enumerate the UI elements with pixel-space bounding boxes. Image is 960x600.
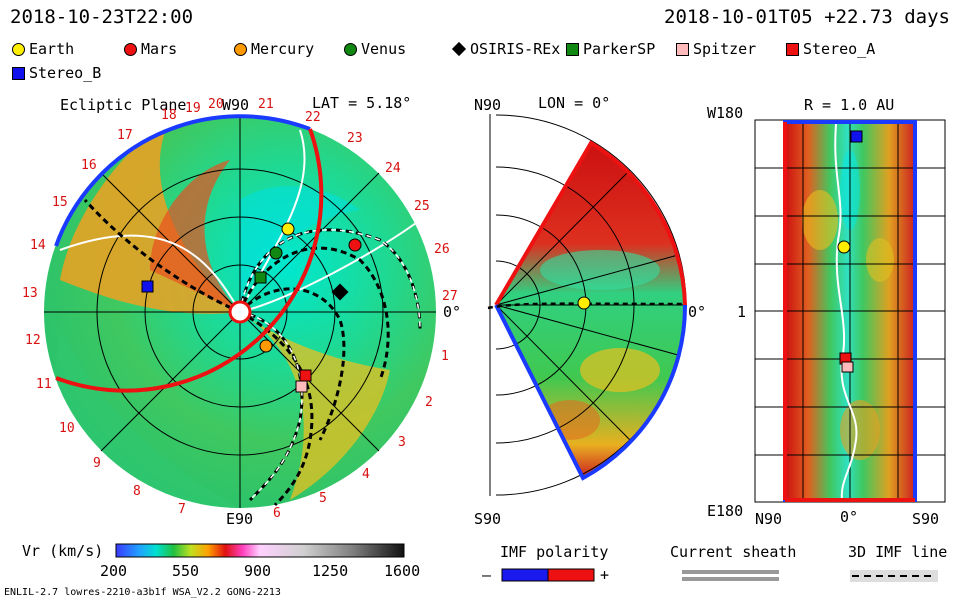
legend-spitzer: Spitzer bbox=[676, 40, 756, 58]
tick-12: 12 bbox=[25, 333, 41, 348]
radial-plot bbox=[754, 119, 946, 503]
legend-earth: Earth bbox=[12, 40, 74, 58]
legend-stereo-a: Stereo_A bbox=[786, 40, 875, 58]
tick-21: 21 bbox=[258, 97, 274, 112]
tick-8: 8 bbox=[133, 484, 141, 499]
imf-line-label: 3D IMF line bbox=[848, 543, 948, 561]
tick-17: 17 bbox=[117, 128, 133, 143]
imf-negative-bar bbox=[501, 568, 549, 582]
colorbar-tick-550: 550 bbox=[172, 562, 200, 580]
radial-x-0: 0° bbox=[840, 508, 859, 526]
tick-7: 7 bbox=[178, 502, 186, 517]
radial-top-left: W180 bbox=[707, 104, 744, 122]
tick-13: 13 bbox=[22, 286, 38, 301]
ecliptic-plane-plot bbox=[44, 114, 436, 508]
meridional-top-label: N90 bbox=[474, 96, 502, 114]
colorbar bbox=[115, 543, 405, 558]
earth-marker-meridional bbox=[577, 296, 591, 310]
legend-osiris-rex: OSIRIS-REx bbox=[451, 40, 560, 58]
ecliptic-title: Ecliptic Plane bbox=[60, 96, 187, 114]
radial-bottom-left: E180 bbox=[707, 502, 744, 520]
colorbar-label: Vr (km/s) bbox=[22, 542, 104, 560]
earth-marker bbox=[281, 222, 295, 236]
stereo-a-marker bbox=[299, 369, 312, 382]
radial-left-mid: 1 bbox=[737, 303, 747, 321]
tick-22: 22 bbox=[305, 110, 321, 125]
current-sheath-label: Current sheath bbox=[670, 543, 797, 561]
colorbar-tick-900: 900 bbox=[244, 562, 272, 580]
meridional-bottom-label: S90 bbox=[474, 510, 502, 528]
meridional-lon-label: LON = 0° bbox=[538, 94, 611, 112]
tick-25: 25 bbox=[414, 199, 430, 214]
mars-marker bbox=[348, 238, 362, 252]
tick-16: 16 bbox=[81, 158, 97, 173]
tick-18: 18 bbox=[161, 108, 177, 123]
tick-14: 14 bbox=[30, 238, 46, 253]
spitzer-marker bbox=[295, 380, 308, 393]
tick-9: 9 bbox=[93, 456, 101, 471]
spitzer-marker-radial bbox=[841, 361, 854, 373]
tick-10: 10 bbox=[59, 421, 75, 436]
tick-15: 15 bbox=[52, 195, 68, 210]
meridional-plot bbox=[487, 114, 688, 496]
tick-1: 1 bbox=[441, 349, 449, 364]
model-footer: ENLIL-2.7 lowres-2210-a3b1f WSA_V2.2 GON… bbox=[4, 587, 281, 598]
earth-marker-radial bbox=[837, 240, 851, 254]
ecliptic-bottom-label: E90 bbox=[226, 510, 254, 528]
tick-24: 24 bbox=[385, 161, 401, 176]
tick-5: 5 bbox=[319, 491, 327, 506]
tick-23: 23 bbox=[347, 131, 363, 146]
legend-venus: Venus bbox=[344, 40, 406, 58]
legend-parkersp: ParkerSP bbox=[566, 40, 655, 58]
stereo-b-marker-radial bbox=[850, 130, 863, 143]
colorbar-tick-1250: 1250 bbox=[312, 562, 349, 580]
imf-minus: – bbox=[482, 566, 492, 584]
legend-stereo-b: Stereo_B bbox=[12, 64, 101, 82]
tick-2: 2 bbox=[425, 395, 433, 410]
radial-x-n90: N90 bbox=[755, 510, 783, 528]
parkersp-marker bbox=[254, 271, 267, 284]
stereo-b-marker bbox=[141, 280, 154, 293]
tick-26: 26 bbox=[434, 242, 450, 257]
meridional-right-label: 0° bbox=[688, 303, 707, 321]
date-right: 2018-10-01T05 +22.73 days bbox=[664, 6, 950, 28]
legend-mars: Mars bbox=[124, 40, 177, 58]
tick-27: 27 bbox=[442, 289, 458, 304]
ecliptic-right-label: 0° bbox=[443, 303, 462, 321]
ecliptic-top-label: W90 bbox=[222, 96, 250, 114]
date-left: 2018-10-23T22:00 bbox=[10, 6, 194, 28]
imf-positive-bar bbox=[547, 568, 595, 582]
ecliptic-lat-label: LAT = 5.18° bbox=[312, 94, 412, 112]
radial-r-label: R = 1.0 AU bbox=[804, 96, 895, 114]
mercury-marker bbox=[259, 339, 273, 353]
venus-marker bbox=[269, 246, 283, 260]
radial-x-s90: S90 bbox=[912, 510, 940, 528]
tick-3: 3 bbox=[398, 435, 406, 450]
colorbar-tick-1600: 1600 bbox=[384, 562, 421, 580]
imf-plus: + bbox=[600, 566, 610, 584]
sheath-line-2 bbox=[682, 577, 779, 581]
tick-20: 20 bbox=[208, 97, 224, 112]
legend-mercury: Mercury bbox=[234, 40, 314, 58]
sheath-line-1 bbox=[682, 570, 779, 574]
colorbar-tick-200: 200 bbox=[100, 562, 128, 580]
tick-19: 19 bbox=[185, 101, 201, 116]
tick-11: 11 bbox=[36, 377, 52, 392]
tick-6: 6 bbox=[273, 506, 281, 521]
imf-polarity-label: IMF polarity bbox=[500, 543, 609, 561]
osiris-rex-marker bbox=[331, 283, 349, 301]
tick-4: 4 bbox=[362, 467, 370, 482]
